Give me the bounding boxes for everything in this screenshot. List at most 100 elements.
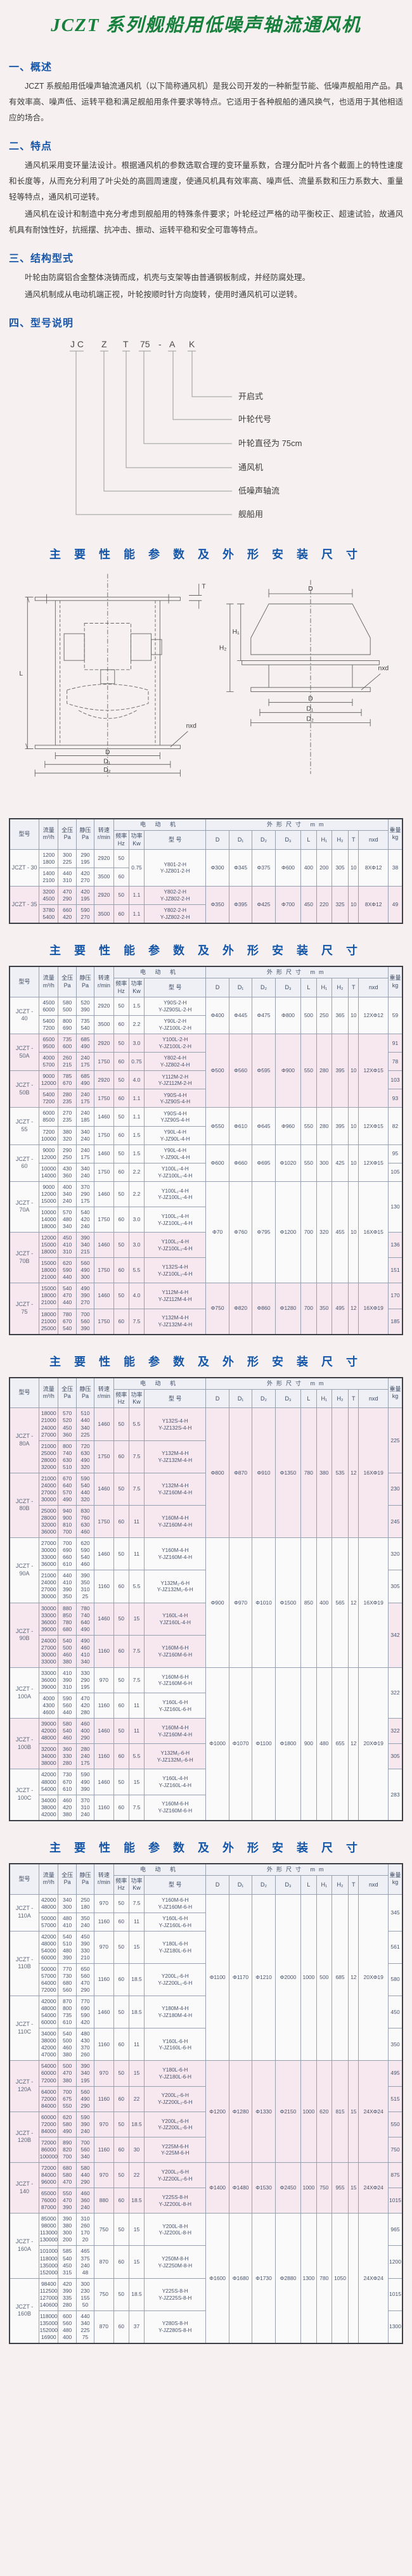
col-header-dims-group: 外形尺寸 mm	[205, 966, 389, 979]
table-row: JCZT - 110B 42000 48000 54000 60000 540 51…	[9, 1930, 403, 1997]
flow-cell: 3200 4500	[39, 885, 59, 906]
static-pressure-cell: 590 490 390	[75, 1769, 95, 1795]
motor-model-cell: Y200L₁-6-H Y-JZ200L₁-6-H	[144, 2111, 207, 2137]
dim-cell: 10	[348, 885, 359, 924]
dim-cell: Φ1200	[205, 2060, 229, 2163]
flow-cell: 7200 10000	[39, 1125, 59, 1145]
frequency-cell: 60	[113, 1634, 129, 1668]
frequency-cell: 60	[113, 1206, 129, 1233]
weight-cell: 342	[388, 1602, 403, 1668]
power-cell: 22	[128, 2162, 145, 2189]
total-pressure-cell: 450 410 310	[58, 1232, 77, 1259]
performance-table-2: 型号 流量 m³/h 全压 Pa 静压 Pa 转速 r/min 电 动 机外形尺寸 mm 重…	[9, 966, 403, 1335]
col-header-dim: nxd	[358, 830, 389, 850]
table-row: JCZT - 110A 42000 48000 340 300 250 180 970 5…	[9, 1894, 403, 2061]
motor-model-cell: Y200L-8-H Y-JZ200L-8-H	[144, 2213, 207, 2246]
power-cell: 4.0	[128, 1283, 145, 1309]
model-cell: JCZT - 35	[9, 885, 40, 924]
col-header-dim: D₂	[252, 830, 276, 850]
table-row: JCZT - 70A 9000 12000 15000 400 340 240 370…	[9, 1181, 403, 1284]
motor-model-cell: Y100L₂-4-H Y-JZ100L₂-4-H	[144, 1232, 207, 1259]
dim-cell: 850	[300, 1537, 317, 1668]
frequency-cell: 60	[113, 1743, 129, 1770]
col-header-power: 功率 Kw	[128, 1388, 145, 1409]
col-header-dim: H₁	[316, 830, 332, 850]
static-pressure-cell: 390 340 195	[75, 2060, 95, 2087]
model-code-labels: 开启式 叶轮代号 叶轮直径为 75cm 通风机 低噪声轴流 舰船用	[238, 392, 302, 519]
dim-cell: Φ1100	[252, 1667, 276, 1821]
dim-cell: 24XΦ24	[358, 2213, 389, 2344]
flow-cell: 5400 7200	[39, 1015, 59, 1035]
section-heading-features: 二、特点	[9, 141, 53, 152]
speed-cell: 1460	[94, 1283, 114, 1309]
total-pressure-cell: 270 235	[58, 1107, 77, 1127]
dim-cell: Φ2000	[274, 1894, 302, 2061]
frequency-cell: 60	[113, 2310, 129, 2344]
motor-model-cell: Y280S-8-H Y-JZ280S-8-H	[144, 2310, 207, 2344]
flow-cell: 10000 14000 18000	[39, 1206, 59, 1233]
motor-model-cell: Y132M-4-H Y-JZ132M-4-H	[144, 1308, 207, 1335]
col-header-total-pressure: 全压 Pa	[58, 818, 77, 850]
motor-model-cell: Y132M-4-H Y-JZ160M-4-H	[144, 1472, 207, 1506]
dim-cell: 305	[331, 849, 349, 887]
col-header-dim: L	[300, 1875, 317, 1895]
col-header-dim: D₃	[274, 978, 302, 997]
power-cell: 11	[128, 1504, 145, 1539]
motor-model-cell: Y160M-6-H Y-JZ160M-6-H	[144, 1667, 207, 1694]
frequency-cell: 50	[113, 1667, 129, 1694]
col-header-dim: L	[300, 830, 317, 850]
total-pressure-cell: 870 800 735 610	[58, 1996, 77, 2029]
static-pressure-cell: 685 490	[75, 1034, 95, 1053]
dim-cell: Φ660	[228, 1144, 253, 1182]
dim-cell: 350	[316, 1283, 332, 1335]
motor-model-cell: Y90L-4-H Y-JZ90L-4-H	[144, 1144, 207, 1163]
frequency-cell: 50	[113, 1107, 129, 1127]
model-cell: JCZT - 120A	[9, 2060, 40, 2112]
motor-model-cell: Y225M-6-H Y-225M-6-H	[144, 2136, 207, 2163]
col-header-dims-group: 外形尺寸 mm	[205, 1863, 389, 1876]
static-pressure-cell: 650 560 470 290	[75, 1963, 95, 1997]
col-header-speed: 转速 r/min	[94, 818, 114, 850]
dim-cell: 655	[331, 1667, 349, 1821]
dim-cell: Φ960	[274, 1107, 302, 1145]
total-pressure-cell: 660 420	[58, 904, 77, 924]
dim-cell: 10	[348, 849, 359, 887]
frequency-cell: 50	[113, 1894, 129, 1913]
motor-model-cell: Y90S-4-H YJZ90S-4-H	[144, 1107, 207, 1127]
table-row: 7200 10000 380 320 340 240 1750 60 1.5 Y90L-4-…	[10, 1125, 402, 1145]
dim-cell: 1000	[300, 2060, 317, 2163]
speed-cell: 1460	[94, 1996, 114, 2029]
power-cell: 1.5	[128, 1144, 145, 1163]
total-pressure-cell: 340 300	[58, 1894, 77, 1913]
flow-cell: 6000 8500	[39, 1107, 59, 1127]
power-cell: 1.5	[128, 1125, 145, 1145]
dim-cell: 320	[316, 1181, 332, 1284]
performance-table-4: 型号 流量 m³/h 全压 Pa 静压 Pa 转速 r/min 电 动 机外形尺寸 mm 重…	[9, 1862, 403, 2345]
dim-cell: 200	[316, 849, 332, 887]
motor-model-cell: Y160L-4-H Y-JZ160L-4-H	[144, 1769, 207, 1795]
fan-inline-drawing	[34, 574, 181, 778]
dim-cell: Φ610	[228, 1107, 253, 1145]
table-row: JCZT - 60 9000 12000 290 250 240 175 1460 50 1…	[9, 1144, 403, 1182]
table-row: JCZT - 55 6000 8500 270 235 240 185 1460 50 1.…	[9, 1107, 403, 1145]
dim-cell: 535	[331, 1407, 349, 1539]
flow-cell: 4000 4300 4600	[39, 1693, 59, 1719]
flow-cell: 5400 7200	[39, 1089, 59, 1108]
paragraph-structure-2: 通风机制成从电动机端正视，叶轮按顺时针方向旋转，使用时通风机可以逆转。	[25, 290, 302, 299]
total-pressure-cell: 430 360	[58, 1162, 77, 1182]
dim-label-D1: D₁	[306, 706, 313, 713]
power-cell: 5.5	[128, 1257, 145, 1284]
power-cell: 1.5	[128, 996, 145, 1016]
motor-model-cell: Y132M₂-6-H Y-JZ132M₂-6-H	[144, 1743, 207, 1770]
dim-cell: 1050	[331, 2213, 349, 2344]
col-header-dim: H₁	[316, 1388, 332, 1409]
model-code-part: 75	[140, 339, 150, 349]
speed-cell: 1160	[94, 1634, 114, 1668]
frequency-cell: 50	[113, 1034, 129, 1053]
weight-cell: 245	[388, 1504, 403, 1539]
static-pressure-cell: 685 490	[75, 1070, 95, 1090]
dim-cell: 8XΦ12	[358, 849, 389, 887]
total-pressure-cell: 700 675 550	[58, 2086, 77, 2112]
speed-cell: 1160	[94, 2028, 114, 2061]
performance-heading-1: 主 要 性 能 参 数 及 外 形 安 装 尺 寸	[49, 548, 363, 561]
